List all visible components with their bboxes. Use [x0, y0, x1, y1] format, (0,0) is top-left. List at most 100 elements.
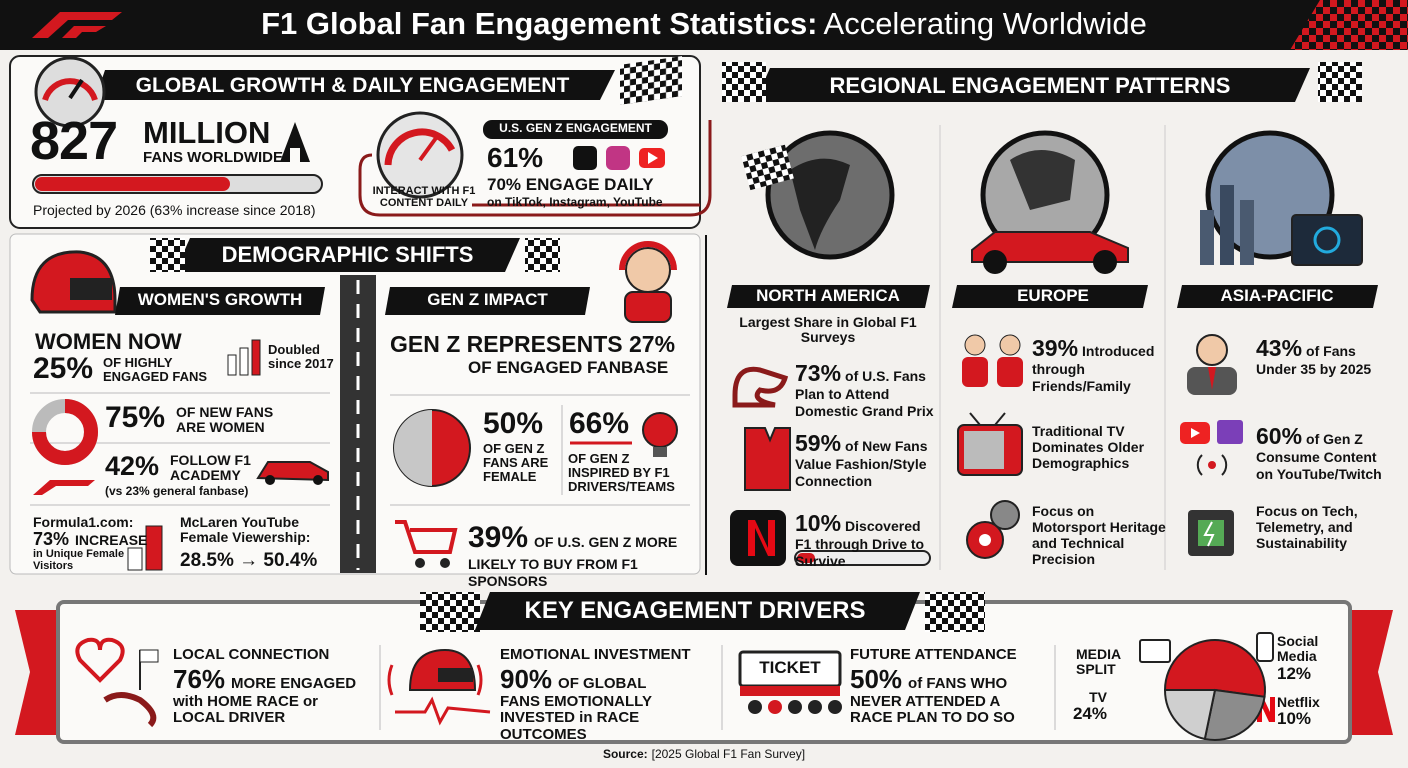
stat-text-text: FOLLOW F1 ACADEMY [170, 452, 251, 484]
drivers-panel-shape [387, 664, 483, 696]
pie-label-text: Social Media [1277, 633, 1319, 665]
growth-panel-shape [606, 146, 630, 170]
pie-label-text: 10% [1277, 709, 1312, 729]
regional-panel-shape [1093, 250, 1117, 274]
pie-label-text: 24% [1072, 704, 1107, 724]
pie-label-text: TV [1089, 689, 1107, 705]
projection: Projected by 2026 (63% increase since 20… [33, 202, 316, 218]
sub-heading: WOMEN'S GROWTH [115, 290, 325, 309]
drivers-panel-shape [15, 610, 60, 735]
region-stat-text: of Fans Under 35 by 2025 [1256, 343, 1372, 378]
region-name-text: EUROPE [1017, 286, 1089, 305]
stat-text-text: OF ENGAGED FANBASE [468, 358, 669, 377]
regional-panel-shape [990, 500, 1020, 530]
gen-z-value: 61% [487, 142, 543, 173]
region-stat-text: Traditional TV Dominates Older Demograph… [1032, 423, 1145, 472]
stat-text: OF ENGAGED FANBASE [468, 358, 669, 377]
growth-panel-shape [384, 128, 456, 166]
regional-panel-shape [790, 158, 850, 250]
stat-note: in Unique Female Visitors [33, 548, 125, 573]
stat-note-text: (vs 23% general fanbase) [105, 484, 249, 498]
demographics-panel-shape [70, 278, 112, 300]
regional-panel-shape [1208, 461, 1216, 469]
stat-text: OF HIGHLY ENGAGED FANS [103, 355, 223, 384]
stat-note: Doubled since 2017 [268, 342, 338, 371]
gauge-caption-text: INTERACT WITH F1 CONTENT DAILY [372, 185, 476, 209]
drivers-panel [15, 592, 1393, 744]
regional-panel-shape [999, 334, 1021, 356]
regional-panel-shape [797, 553, 815, 563]
big-number: 827 [30, 112, 118, 170]
region-stat: 60% of Gen Z Consume Content on YouTube/T… [1256, 423, 1394, 482]
regional-panel-shape [997, 357, 1023, 387]
region-stat: Focus on Motorsport Heritage and Technic… [1032, 503, 1170, 567]
driver-title-text: LOCAL CONNECTION [173, 646, 330, 663]
regional-panel-shape [983, 250, 1007, 274]
drivers-panel-shape [139, 649, 159, 663]
growth-panel-shape [358, 120, 712, 217]
stat-text: FOLLOW F1 ACADEMY [170, 452, 260, 484]
region-stat: Focus on Tech, Telemetry, and Sustainabi… [1256, 503, 1394, 551]
stat-label: McLaren YouTube Female Viewership: [180, 514, 335, 546]
source-text: [2025 Global F1 Fan Survey] [651, 747, 806, 761]
drivers-panel-shape [788, 700, 802, 714]
drivers-panel-shape [420, 592, 480, 632]
region-stat-text: of Gen Z Consume Content on YouTube/Twit… [1256, 431, 1382, 482]
stat-label-text: Formula1.com: [33, 514, 134, 530]
gauge-caption: INTERACT WITH F1 CONTENT DAILY [368, 185, 480, 210]
page-title-text: Accelerating Worldwide [823, 6, 1147, 41]
daily-platforms: on TikTok, Instagram, YouTube [487, 196, 663, 209]
region-stat-text: 43% [1256, 335, 1303, 361]
region-stat: 59% of New Fans Value Fashion/Style Conne… [795, 430, 937, 489]
stat-note: (vs 23% general fanbase) [105, 485, 248, 498]
growth-panel-shape [42, 78, 98, 101]
regional-panel-shape [730, 510, 786, 566]
projection-text: Projected by 2026 (63% increase since 20… [33, 202, 316, 218]
stat-value: 50% [483, 407, 543, 440]
stat-value-text: 66% [569, 407, 630, 440]
sub-heading-text: WOMEN'S GROWTH [137, 290, 303, 309]
region-name: EUROPE [953, 286, 1153, 305]
regional-panel-shape [1203, 521, 1215, 547]
regional-panel-shape [1318, 62, 1362, 102]
daily-value: 70% ENGAGE DAILY [487, 175, 654, 194]
pie-label-text: Netflix [1277, 694, 1320, 710]
regional-panel-shape [755, 68, 1310, 102]
driver-title: EMOTIONAL INVESTMENT [500, 646, 691, 663]
demographics-panel-shape [150, 238, 185, 272]
stat-value: 25% [33, 352, 93, 385]
growth-panel-shape [620, 56, 682, 105]
demographics-panel-shape [265, 475, 275, 485]
regional-panel-shape [1010, 150, 1075, 210]
region-stat: 10% Discovered F1 through Drive to Surviv… [795, 510, 937, 569]
stat-label-text: McLaren YouTube Female Viewership: [180, 514, 311, 546]
driver-stat: 50% of FANS WHO NEVER ATTENDED A RACE PLA… [850, 665, 1040, 727]
region-stat-text: 10% [795, 510, 842, 536]
regional-panel-shape [1196, 334, 1228, 366]
section-heading: DEMOGRAPHIC SHIFTS [175, 243, 520, 267]
section-heading-text: DEMOGRAPHIC SHIFTS [221, 242, 474, 267]
regional-panel-shape [979, 534, 991, 546]
stat-value: 42% [105, 451, 159, 481]
growth-panel-shape [418, 136, 438, 162]
sub-heading: GEN Z IMPACT [385, 290, 590, 309]
drivers-panel-shape [768, 700, 782, 714]
region-intro: Largest Share in Global F1 Surveys [733, 314, 923, 345]
drivers-panel-shape [438, 668, 473, 682]
growth-panel [9, 55, 712, 229]
driver-stat: 90% OF GLOBAL FANS EMOTIONALLY INVESTED i… [500, 665, 690, 743]
driver-stat-text: OF GLOBAL FANS EMOTIONALLY INVESTED in R… [500, 675, 652, 743]
header-bar-shape [1290, 0, 1408, 50]
demographics-panel-shape [619, 241, 677, 271]
demographics-panel [9, 233, 701, 575]
regional-panel-shape [722, 62, 766, 102]
region-stat-text: Focus on Tech, Telemetry, and Sustainabi… [1256, 503, 1358, 552]
growth-panel-shape [573, 146, 597, 170]
regional-panel-shape [969, 412, 981, 426]
demographics-panel-shape [653, 447, 667, 457]
drivers-panel-shape [748, 700, 762, 714]
stat-text: OF NEW FANS ARE WOMEN [176, 404, 286, 435]
drivers-panel-shape [925, 592, 985, 632]
demographics-panel-shape [625, 247, 671, 293]
